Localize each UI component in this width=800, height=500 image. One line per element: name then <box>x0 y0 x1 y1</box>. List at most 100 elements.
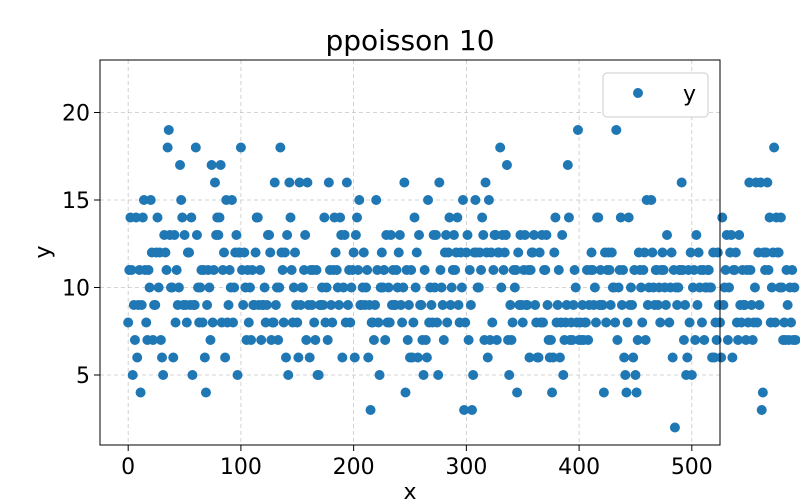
data-point <box>147 335 158 345</box>
x-tick-label: 200 <box>333 455 375 480</box>
data-point <box>418 370 429 380</box>
data-point <box>187 370 198 380</box>
data-point <box>322 335 333 345</box>
data-point <box>318 300 329 310</box>
data-point <box>770 317 781 328</box>
data-point <box>297 282 308 293</box>
data-point <box>717 212 728 223</box>
data-point <box>593 212 604 223</box>
data-point <box>465 300 476 310</box>
data-point <box>604 265 615 275</box>
data-point <box>406 265 417 275</box>
data-point <box>416 300 427 310</box>
data-point <box>300 230 311 240</box>
data-point <box>525 265 536 275</box>
data-point <box>264 230 275 240</box>
data-point <box>540 265 551 275</box>
data-point <box>150 300 161 310</box>
data-point <box>279 247 290 258</box>
data-point <box>399 177 410 188</box>
data-point <box>726 230 737 240</box>
data-point <box>158 370 169 380</box>
data-point <box>552 300 563 310</box>
data-point <box>195 282 206 293</box>
data-point <box>326 300 337 310</box>
data-point <box>173 282 184 293</box>
data-point <box>157 352 167 363</box>
data-point <box>220 352 231 363</box>
data-point <box>421 352 432 363</box>
data-point <box>612 335 623 345</box>
data-point <box>610 317 621 328</box>
data-point <box>338 282 349 293</box>
data-point <box>769 142 780 153</box>
data-point <box>207 317 218 328</box>
data-point <box>733 335 744 345</box>
data-point <box>301 335 312 345</box>
data-point <box>247 265 258 275</box>
data-point <box>558 370 569 380</box>
data-point <box>789 282 800 293</box>
data-point <box>703 265 714 275</box>
data-point <box>632 335 643 345</box>
data-point <box>252 212 263 223</box>
data-point <box>597 300 608 310</box>
data-point <box>438 335 449 345</box>
data-point <box>727 352 738 363</box>
data-point <box>669 422 680 433</box>
data-point <box>163 125 174 135</box>
data-point <box>569 265 580 275</box>
data-point <box>265 247 276 258</box>
y-tick-label: 5 <box>76 364 90 389</box>
data-point <box>534 247 545 258</box>
data-point <box>436 282 447 293</box>
x-tick-label: 300 <box>445 455 487 480</box>
data-point <box>327 317 338 328</box>
data-point <box>442 317 453 328</box>
x-tick-label: 500 <box>671 455 713 480</box>
data-point <box>160 247 171 258</box>
data-point <box>391 265 402 275</box>
data-point <box>255 265 266 275</box>
data-point <box>430 230 441 240</box>
data-point <box>238 300 249 310</box>
data-point <box>775 212 786 223</box>
data-point <box>184 247 195 258</box>
data-point <box>495 142 506 153</box>
data-point <box>482 352 493 363</box>
data-point <box>504 370 515 380</box>
data-point <box>361 282 372 293</box>
y-tick-label: 10 <box>62 277 90 302</box>
data-point <box>620 370 631 380</box>
data-point <box>292 317 303 328</box>
data-point <box>763 265 774 275</box>
data-point <box>639 247 650 258</box>
data-point <box>380 335 391 345</box>
data-point <box>200 387 211 398</box>
data-point <box>373 317 384 328</box>
data-point <box>228 317 239 328</box>
data-point <box>204 282 215 293</box>
data-point <box>337 352 348 363</box>
data-point <box>311 265 322 275</box>
data-point <box>345 317 356 328</box>
data-point <box>190 142 201 153</box>
data-point <box>530 300 541 310</box>
axes-frame <box>99 59 721 446</box>
data-point <box>450 265 461 275</box>
data-point <box>734 230 745 240</box>
data-point <box>205 335 216 345</box>
chart-title: ppoisson 10 <box>325 24 494 57</box>
data-point <box>286 265 297 275</box>
data-point <box>787 265 798 275</box>
data-point <box>782 300 793 310</box>
data-point <box>302 177 313 188</box>
data-point <box>189 300 200 310</box>
data-point <box>730 247 741 258</box>
data-point <box>379 265 390 275</box>
data-point <box>443 247 454 258</box>
data-point <box>350 230 361 240</box>
data-point <box>618 265 629 275</box>
data-point <box>786 317 797 328</box>
